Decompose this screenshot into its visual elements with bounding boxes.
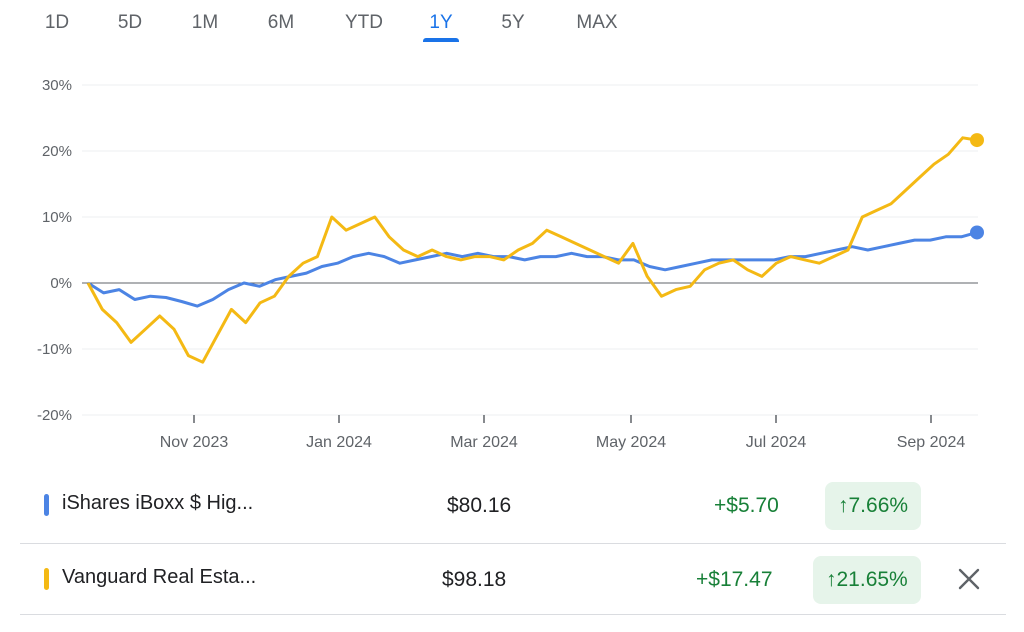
x-tick-label: Jul 2024	[746, 434, 807, 451]
chart-lines	[86, 133, 984, 364]
y-tick-label: 0%	[50, 275, 72, 292]
tab-5y[interactable]: 5Y	[501, 12, 525, 33]
tab-max[interactable]: MAX	[576, 12, 618, 33]
x-tick-label: Sep 2024	[897, 434, 966, 451]
y-tick-label: 20%	[42, 143, 72, 160]
close-icon	[958, 568, 980, 590]
arrow-up-icon: ↑	[826, 568, 837, 591]
y-tick-label: 30%	[42, 77, 72, 94]
y-tick-label: 10%	[42, 209, 72, 226]
tab-6m[interactable]: 6M	[267, 12, 295, 33]
range-tabs: 1D 5D 1M 6M YTD 1Y 5Y MAX	[0, 0, 1024, 44]
series-price: $80.16	[447, 494, 512, 517]
arrow-up-icon: ↑	[838, 494, 849, 517]
series-end-point-2	[970, 133, 984, 148]
series-color-swatch	[44, 494, 49, 516]
series-percent: 21.65%	[836, 568, 908, 591]
x-tick-label: Jan 2024	[306, 434, 372, 451]
tab-1m[interactable]: 1M	[191, 12, 219, 33]
x-tick-label: May 2024	[596, 434, 666, 451]
series-end-point-1	[970, 225, 984, 240]
series-change: +$5.70	[714, 494, 779, 517]
series-price: $98.18	[442, 568, 507, 591]
tab-1y[interactable]: 1Y	[429, 12, 453, 33]
series-percent-badge: ↑21.65%	[813, 556, 921, 604]
x-tick-label: Mar 2024	[450, 434, 518, 451]
series-line-1	[87, 230, 978, 308]
chart-grid	[82, 84, 978, 416]
series-line-2	[86, 136, 978, 364]
line-chart: 30% 20% 10% 0% -10% -20% Nov 2023 Jan 2024 Mar 2…	[37, 77, 984, 451]
series-percent-badge: ↑7.66%	[825, 482, 922, 530]
series-color-swatch	[44, 568, 49, 590]
y-tick-label: -20%	[37, 407, 72, 424]
x-tick-label: Nov 2023	[160, 434, 229, 451]
series-name: Vanguard Real Esta...	[62, 566, 257, 588]
y-tick-label: -10%	[37, 341, 72, 358]
chart-ticks: 30% 20% 10% 0% -10% -20% Nov 2023 Jan 2024 Mar 2…	[37, 77, 965, 451]
series-change: +$17.47	[696, 568, 773, 591]
series-name: iShares iBoxx $ Hig...	[62, 492, 254, 514]
remove-comparison-button[interactable]	[956, 566, 982, 592]
series-percent: 7.66%	[848, 494, 909, 517]
active-tab-indicator	[423, 38, 459, 42]
tab-1d[interactable]: 1D	[44, 12, 70, 33]
series-row-ishares[interactable]: iShares iBoxx $ Hig... $80.16 +$5.70 ↑7.…	[20, 470, 1006, 540]
series-row-vanguard[interactable]: Vanguard Real Esta... $98.18 +$17.47 ↑21…	[20, 543, 1006, 615]
tab-5d[interactable]: 5D	[117, 12, 143, 33]
tab-ytd[interactable]: YTD	[345, 12, 383, 33]
